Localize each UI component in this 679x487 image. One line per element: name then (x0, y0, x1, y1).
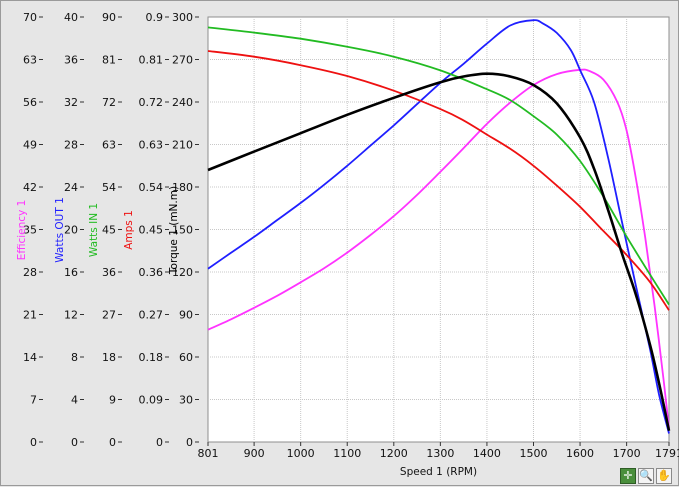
series-line-watts-in-1 (207, 26, 670, 306)
y-tick-label-watts-out-1: 32 (64, 96, 78, 109)
y-axis-title-watts-out-1: Watts OUT 1 (54, 197, 66, 263)
x-tick-label: 1600 (566, 447, 594, 460)
y-tick-label-watts-out-1: 4 (71, 394, 78, 407)
y-tick-label-efficiency-1: 0 (30, 436, 37, 449)
y-tick-label-amps-1: 0.18 (139, 351, 164, 364)
y-tick-label-watts-out-1: 8 (71, 351, 78, 364)
y-tick-label-watts-in-1: 45 (102, 224, 116, 237)
y-axis-title-amps-1: Amps 1 (123, 210, 135, 250)
y-tick-label-torque-1-mn-m-: 120 (172, 266, 193, 279)
y-tick-label-amps-1: 0.9 (146, 11, 164, 24)
y-tick-label-efficiency-1: 42 (23, 181, 37, 194)
y-tick-label-efficiency-1: 21 (23, 309, 37, 322)
y-tick-label-watts-in-1: 81 (102, 54, 116, 67)
y-tick-label-watts-out-1: 0 (71, 436, 78, 449)
y-tick-label-amps-1: 0.45 (139, 224, 164, 237)
y-tick-label-torque-1-mn-m-: 0 (186, 436, 193, 449)
series-line-efficiency-1 (207, 68, 670, 429)
series-line-amps-1 (207, 50, 670, 311)
y-tick-label-watts-out-1: 16 (64, 266, 78, 279)
y-tick-label-efficiency-1: 70 (23, 11, 37, 24)
y-tick-label-efficiency-1: 63 (23, 54, 37, 67)
y-tick-label-watts-in-1: 72 (102, 96, 116, 109)
x-tick-label: 1300 (426, 447, 454, 460)
y-tick-label-watts-out-1: 40 (64, 11, 78, 24)
cursor-move-tool[interactable]: ✛ (620, 468, 636, 484)
y-tick-label-torque-1-mn-m-: 270 (172, 54, 193, 67)
y-tick-label-amps-1: 0.72 (139, 96, 164, 109)
y-tick-label-watts-in-1: 18 (102, 351, 116, 364)
y-tick-label-amps-1: 0.54 (139, 181, 164, 194)
y-tick-label-efficiency-1: 35 (23, 224, 37, 237)
y-tick-label-watts-out-1: 24 (64, 181, 78, 194)
x-tick-label: 1100 (333, 447, 361, 460)
y-tick-label-watts-in-1: 54 (102, 181, 116, 194)
y-tick-label-torque-1-mn-m-: 30 (179, 394, 193, 407)
y-tick-label-torque-1-mn-m-: 180 (172, 181, 193, 194)
y-axis-title-watts-in-1: Watts IN 1 (88, 203, 100, 257)
y-tick-label-amps-1: 0.27 (139, 309, 164, 322)
y-axis-title-torque-1-mn-m-: Torque 1 (mN.m) (168, 186, 180, 275)
x-axis-title: Speed 1 (RPM) (400, 466, 477, 478)
x-tick-label: 1400 (473, 447, 501, 460)
y-tick-label-efficiency-1: 7 (30, 394, 37, 407)
series-line-watts-out-1 (207, 19, 670, 434)
y-axis-title-efficiency-1: Efficiency 1 (16, 200, 28, 261)
y-tick-label-efficiency-1: 56 (23, 96, 37, 109)
y-tick-label-watts-out-1: 36 (64, 54, 78, 67)
y-tick-label-torque-1-mn-m-: 60 (179, 351, 193, 364)
y-tick-label-watts-in-1: 63 (102, 139, 116, 152)
y-tick-label-efficiency-1: 14 (23, 351, 37, 364)
y-tick-label-watts-in-1: 36 (102, 266, 116, 279)
y-tick-label-watts-in-1: 90 (102, 11, 116, 24)
y-tick-label-amps-1: 0.09 (139, 394, 164, 407)
y-tick-label-efficiency-1: 49 (23, 139, 37, 152)
y-tick-label-watts-in-1: 9 (109, 394, 116, 407)
y-tick-label-efficiency-1: 28 (23, 266, 37, 279)
y-tick-label-watts-out-1: 20 (64, 224, 78, 237)
x-tick-label: 1500 (519, 447, 547, 460)
y-tick-label-amps-1: 0.63 (139, 139, 164, 152)
y-tick-label-torque-1-mn-m-: 240 (172, 96, 193, 109)
x-tick-label: 801 (198, 447, 219, 460)
y-tick-label-watts-out-1: 12 (64, 309, 78, 322)
pan-tool[interactable]: ✋ (656, 468, 672, 484)
x-tick-label: 1000 (287, 447, 315, 460)
zoom-tool[interactable]: 🔍 (638, 468, 654, 484)
x-tick-label: 1791 (655, 447, 679, 460)
x-tick-label: 900 (244, 447, 265, 460)
y-tick-label-torque-1-mn-m-: 300 (172, 11, 193, 24)
x-tick-label: 1200 (380, 447, 408, 460)
x-tick-label: 1700 (613, 447, 641, 460)
y-tick-label-amps-1: 0 (156, 436, 163, 449)
y-tick-label-watts-in-1: 0 (109, 436, 116, 449)
series-line-torque-1-mn-m- (207, 72, 671, 431)
y-tick-label-torque-1-mn-m-: 90 (179, 309, 193, 322)
y-tick-label-torque-1-mn-m-: 150 (172, 224, 193, 237)
y-tick-label-amps-1: 0.81 (139, 54, 164, 67)
y-tick-label-watts-in-1: 27 (102, 309, 116, 322)
y-tick-label-amps-1: 0.36 (139, 266, 164, 279)
y-tick-label-torque-1-mn-m-: 210 (172, 139, 193, 152)
y-tick-label-watts-out-1: 28 (64, 139, 78, 152)
